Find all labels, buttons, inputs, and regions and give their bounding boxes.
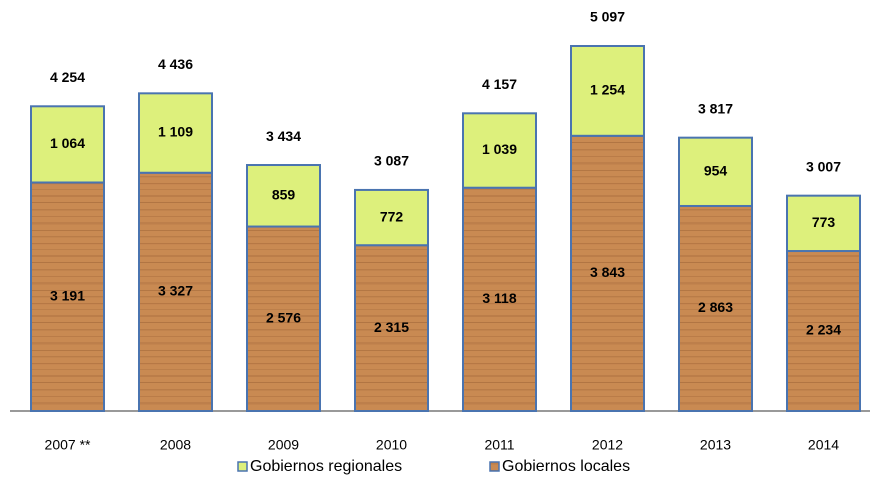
total-label: 4 157	[482, 76, 517, 92]
value-label: 2 576	[266, 309, 301, 325]
total-label: 4 254	[50, 69, 85, 85]
bar-segment	[246, 164, 321, 228]
bar-segment	[138, 92, 213, 174]
bar-segment	[570, 45, 645, 137]
bar-segment	[246, 225, 321, 412]
value-label: 3 843	[590, 264, 625, 280]
x-tick-label: 2008	[160, 437, 191, 453]
bar-segment	[570, 134, 645, 412]
total-label: 3 434	[266, 128, 301, 144]
value-label: 2 863	[698, 299, 733, 315]
x-tick-label: 2012	[592, 437, 623, 453]
value-label: 859	[272, 186, 296, 202]
bar-segment	[786, 250, 861, 412]
value-label: 1 039	[482, 141, 517, 157]
legend-swatch	[489, 461, 500, 472]
bar-segment	[678, 136, 753, 207]
value-label: 2 234	[806, 322, 841, 338]
total-label: 4 436	[158, 56, 193, 72]
value-label: 1 254	[590, 82, 625, 98]
value-label: 772	[380, 208, 404, 224]
bar-segment	[462, 186, 537, 412]
x-tick-label: 2010	[376, 437, 407, 453]
value-label: 3 327	[158, 283, 193, 299]
bar-segment	[354, 244, 429, 412]
value-label: 3 191	[50, 287, 85, 303]
value-label: 3 118	[482, 290, 516, 306]
bar-segment	[354, 188, 429, 247]
value-label: 2 315	[374, 319, 409, 335]
x-tick-label: 2013	[700, 437, 731, 453]
bar-segment	[786, 194, 861, 253]
value-label: 1 064	[50, 135, 85, 151]
x-tick-label: 2011	[484, 437, 514, 453]
bar-segment	[30, 105, 105, 184]
total-label: 3 007	[806, 158, 841, 174]
legend-label: Gobiernos regionales	[250, 458, 402, 475]
bar-segment	[678, 204, 753, 412]
value-label: 773	[812, 214, 836, 230]
bar-segment	[462, 112, 537, 189]
total-label: 5 097	[590, 9, 625, 25]
total-label: 3 087	[374, 153, 409, 169]
x-tick-label: 2009	[268, 437, 299, 453]
value-label: 954	[704, 163, 728, 179]
total-label: 3 817	[698, 100, 733, 116]
x-tick-label: 2014	[808, 437, 839, 453]
legend-label: Gobiernos locales	[502, 458, 630, 475]
x-tick-label: 2007 **	[45, 437, 91, 453]
bar-segment	[30, 181, 105, 412]
legend-swatch	[237, 461, 248, 472]
value-label: 1 109	[158, 124, 193, 140]
